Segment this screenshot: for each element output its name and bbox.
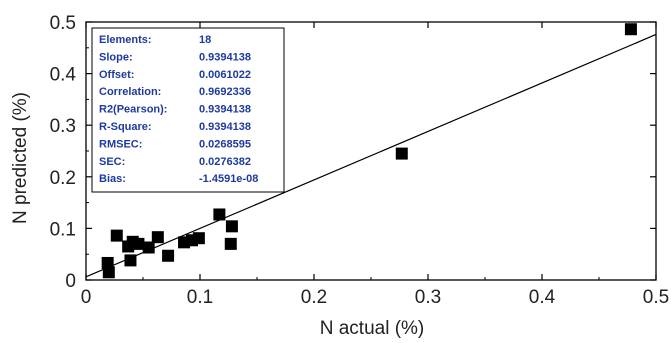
y-tick-label: 0.2 xyxy=(50,168,76,189)
stat-label: Slope: xyxy=(99,51,133,63)
stat-label: Elements: xyxy=(99,34,152,46)
data-point xyxy=(624,23,637,36)
data-point xyxy=(162,249,175,262)
data-point xyxy=(395,147,408,160)
data-point xyxy=(224,237,237,250)
data-point xyxy=(132,237,145,250)
data-point xyxy=(151,231,164,244)
stat-value: 18 xyxy=(199,34,211,46)
plot-axes: 0 0.1 0.2 0.3 0.4 0.5 0 0.1 0.2 0.3 0.4 0.5 xyxy=(50,13,670,308)
y-tick-label: 0 xyxy=(65,271,76,292)
stat-value: 0.9692336 xyxy=(199,86,251,98)
stat-value: 0.0268595 xyxy=(199,138,251,150)
stat-label: RMSEC: xyxy=(99,138,142,150)
stat-value: 0.9394138 xyxy=(199,104,251,116)
data-point xyxy=(213,208,226,221)
x-axis-title: N actual (%) xyxy=(320,318,425,339)
x-tick-label: 0 xyxy=(81,287,92,308)
stats-box-frame xyxy=(91,27,285,193)
stat-value: 0.0061022 xyxy=(199,69,251,81)
stat-label: R-Square: xyxy=(99,121,152,133)
stat-value: 0.9394138 xyxy=(199,51,251,63)
y-tick-label: 0.1 xyxy=(50,219,76,240)
stat-value: 0.0276382 xyxy=(199,156,251,168)
data-point xyxy=(124,254,137,267)
y-tick-label: 0.4 xyxy=(50,65,77,86)
regression-statistics-box: Elements: 18 Slope: 0.9394138 Offset: 0.00610… xyxy=(91,27,285,193)
data-point xyxy=(102,266,115,279)
y-axis-title: N predicted (%) xyxy=(10,92,31,224)
x-tick-label: 0.4 xyxy=(529,287,556,308)
stat-label: Bias: xyxy=(99,173,126,185)
x-tick-label: 0.2 xyxy=(301,287,327,308)
y-tick-label: 0.5 xyxy=(50,13,76,34)
x-tick-label: 0.1 xyxy=(187,287,213,308)
data-point xyxy=(101,256,114,269)
stat-value: -1.4591e-08 xyxy=(199,173,258,185)
x-tick-label: 0.5 xyxy=(643,287,669,308)
data-point xyxy=(142,241,155,254)
data-points xyxy=(101,23,637,279)
data-point xyxy=(225,220,238,233)
stat-value: 0.9394138 xyxy=(199,121,251,133)
stat-label: SEC: xyxy=(99,156,125,168)
stat-label: Correlation: xyxy=(99,86,161,98)
stat-label: R2(Pearson): xyxy=(99,104,167,116)
data-point xyxy=(110,229,123,242)
y-tick-label: 0.3 xyxy=(50,116,76,137)
x-tick-label: 0.3 xyxy=(415,287,441,308)
stat-label: Offset: xyxy=(99,69,134,81)
data-point xyxy=(192,232,205,245)
